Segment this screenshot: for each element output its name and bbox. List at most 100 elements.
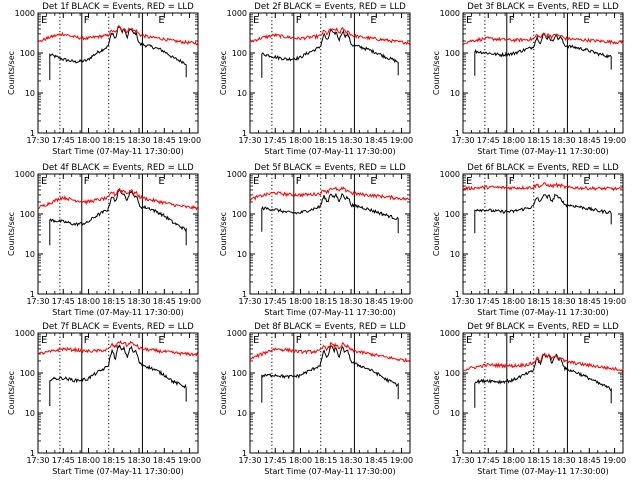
y-tick-label: 100 (232, 210, 247, 219)
x-tick-label: 17:45 (477, 297, 500, 306)
events-series-line (474, 193, 612, 234)
x-axis-label: Start Time (07-May-11 17:30:00) (52, 467, 183, 476)
y-tick-label: 10 (237, 250, 247, 259)
y-tick-label: 100 (445, 49, 460, 58)
plot-frame (37, 332, 199, 454)
x-tick-label: 18:15 (102, 136, 125, 145)
events-series-line (474, 32, 612, 76)
x-tick-label: 18:15 (102, 297, 125, 306)
x-tick-label: 18:15 (527, 456, 550, 465)
interval-label: F (509, 15, 515, 26)
y-tick-label: 1 (242, 290, 247, 299)
plot-frame (249, 173, 411, 295)
y-tick-label: 100 (20, 210, 35, 219)
chart-panel: Det 5f BLACK = Events, RED = LLD 1 10 100 10… (219, 163, 413, 317)
interval-label: F (509, 176, 515, 187)
x-tick-label: 19:00 (178, 456, 201, 465)
y-tick-label: 1000 (227, 329, 247, 338)
x-tick-label: 18:30 (553, 136, 576, 145)
interval-label: E (158, 176, 164, 187)
plot-frame (462, 332, 624, 454)
interval-label: E (466, 335, 472, 346)
interval-label: E (158, 335, 164, 346)
interval-label: F (296, 335, 302, 346)
chart-panel: Det 9f BLACK = Events, RED = LLD 1 10 100 10… (432, 322, 626, 476)
x-tick-label: 18:45 (153, 136, 176, 145)
lld-series-line (462, 32, 624, 45)
y-tick-label: 10 (25, 89, 35, 98)
lld-series-line (37, 25, 199, 46)
y-tick-label: 1 (242, 129, 247, 138)
x-tick-label: 18:30 (128, 456, 151, 465)
interval-label: E (41, 15, 47, 26)
y-tick-label: 1000 (227, 170, 247, 179)
chart-title: Det 7f BLACK = Events, RED = LLD (42, 322, 194, 332)
interval-label: F (84, 15, 90, 26)
interval-label: E (370, 176, 376, 187)
interval-label: F (296, 176, 302, 187)
x-tick-label: 17:45 (264, 136, 287, 145)
plot-frame (462, 173, 624, 295)
x-axis-label: Start Time (07-May-11 17:30:00) (52, 308, 183, 317)
y-tick-label: 1 (455, 449, 460, 458)
y-tick-label: 1 (30, 449, 35, 458)
x-tick-label: 18:45 (578, 297, 601, 306)
interval-label: E (41, 176, 47, 187)
events-series-line (261, 345, 399, 403)
y-tick-label: 1 (455, 129, 460, 138)
x-tick-label: 18:15 (527, 297, 550, 306)
y-axis-label: Counts/sec (219, 51, 228, 95)
y-tick-label: 1 (30, 129, 35, 138)
y-tick-label: 100 (232, 369, 247, 378)
events-series-line (474, 352, 612, 408)
x-tick-label: 18:15 (314, 136, 337, 145)
lld-series-line (249, 186, 411, 202)
y-tick-label: 1000 (440, 170, 460, 179)
events-series-line (261, 192, 399, 234)
x-tick-label: 18:00 (289, 297, 312, 306)
x-tick-label: 19:00 (603, 136, 626, 145)
events-series-line (49, 188, 187, 246)
lld-series-line (462, 352, 624, 373)
x-tick-label: 17:30 (451, 136, 474, 145)
x-tick-label: 17:45 (477, 456, 500, 465)
x-tick-label: 18:00 (77, 297, 100, 306)
chart-panel: Det 7f BLACK = Events, RED = LLD 1 10 100 10… (7, 322, 201, 476)
interval-label: E (41, 335, 47, 346)
x-tick-label: 18:15 (102, 456, 125, 465)
y-tick-label: 10 (450, 409, 460, 418)
interval-label: E (466, 176, 472, 187)
y-tick-label: 100 (20, 49, 35, 58)
chart-panel: Det 6f BLACK = Events, RED = LLD 1 10 100 10… (432, 163, 626, 317)
chart-panel: Det 1f BLACK = Events, RED = LLD 1 10 100 10… (7, 2, 201, 156)
x-tick-label: 19:00 (390, 456, 413, 465)
x-axis-label: Start Time (07-May-11 17:30:00) (264, 467, 395, 476)
x-tick-label: 18:30 (553, 297, 576, 306)
y-tick-label: 10 (25, 250, 35, 259)
interval-label: E (370, 15, 376, 26)
x-tick-label: 17:45 (477, 136, 500, 145)
y-tick-label: 100 (20, 369, 35, 378)
x-tick-label: 17:45 (52, 297, 75, 306)
y-tick-label: 1000 (15, 329, 35, 338)
chart-title: Det 8f BLACK = Events, RED = LLD (254, 322, 406, 332)
plot-frame (37, 173, 199, 295)
x-tick-label: 17:45 (264, 297, 287, 306)
y-tick-label: 10 (237, 89, 247, 98)
y-tick-label: 1000 (15, 170, 35, 179)
y-axis-label: Counts/sec (432, 371, 441, 415)
y-tick-label: 100 (232, 49, 247, 58)
chart-title: Det 2f BLACK = Events, RED = LLD (254, 2, 406, 12)
interval-label: E (583, 15, 589, 26)
y-axis-label: Counts/sec (219, 371, 228, 415)
y-axis-label: Counts/sec (7, 371, 16, 415)
x-tick-label: 18:15 (314, 297, 337, 306)
x-axis-label: Start Time (07-May-11 17:30:00) (52, 147, 183, 156)
interval-label: E (466, 15, 472, 26)
interval-label: F (84, 335, 90, 346)
x-tick-label: 19:00 (178, 297, 201, 306)
x-axis-label: Start Time (07-May-11 17:30:00) (264, 308, 395, 317)
y-axis-label: Counts/sec (219, 212, 228, 256)
x-tick-label: 18:45 (365, 297, 388, 306)
events-series-line (49, 25, 187, 81)
